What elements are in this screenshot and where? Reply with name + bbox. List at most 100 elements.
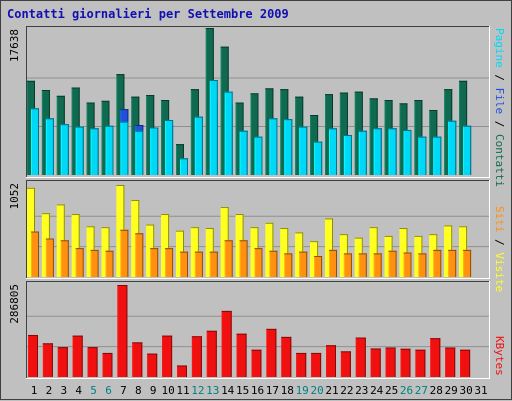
x-tick-label-22: 22 <box>340 384 353 397</box>
x-tick-label-17: 17 <box>266 384 279 397</box>
bar-siti-21 <box>329 249 337 277</box>
bar-siti-8 <box>135 233 144 277</box>
bar-pagine-24 <box>373 128 382 175</box>
bar-siti-18-body <box>284 253 293 277</box>
x-tick-label-26: 26 <box>400 384 413 397</box>
bar-siti-13 <box>209 251 218 277</box>
bar-siti-28-body <box>433 249 442 277</box>
bar-pagine-27-body <box>418 136 427 175</box>
bar-kbytes-22-body <box>340 351 351 377</box>
bar-kbytes-16 <box>251 349 262 377</box>
bar-siti-17 <box>269 250 278 277</box>
ymax-label-bottom: 286805 <box>8 284 21 324</box>
bar-siti-11 <box>180 251 188 277</box>
bar-kbytes-26 <box>400 348 411 377</box>
bar-siti-29 <box>448 249 457 277</box>
bar-pagine-18-body <box>284 119 293 175</box>
x-tick-label-13: 13 <box>206 384 219 397</box>
legend-top-part-1: / <box>493 68 506 88</box>
bar-siti-23-body <box>358 253 367 277</box>
bar-pagine-22 <box>343 134 352 175</box>
legend-middle: Siti / Visite <box>493 206 506 292</box>
bar-pagine-9-body <box>150 127 159 175</box>
bar-siti-10-body <box>165 248 174 277</box>
bar-pagine-7-body <box>120 121 129 175</box>
bar-pagine-11 <box>180 158 188 175</box>
bar-siti-4-body <box>75 248 84 277</box>
bar-siti-17-body <box>269 250 278 277</box>
bar-kbytes-26-body <box>400 348 411 377</box>
bar-kbytes-14 <box>221 310 232 377</box>
bar-visite-10-body <box>161 214 170 277</box>
bar-kbytes-23 <box>355 337 366 377</box>
bar-kbytes-9 <box>147 353 158 377</box>
legend-bottom: KBytes <box>493 336 506 376</box>
bar-pagine-17-body <box>269 118 278 175</box>
bar-kbytes-9-body <box>147 353 158 377</box>
bar-pagine-3 <box>60 124 69 175</box>
bar-kbytes-14-body <box>221 310 232 377</box>
bar-pagine-24-body <box>373 128 382 175</box>
x-tick-label-31: 31 <box>474 384 487 397</box>
bar-visite-4-body <box>71 214 80 277</box>
ymax-label-middle: 1052 <box>8 183 21 210</box>
x-tick-label-19: 19 <box>296 384 309 397</box>
legend-top-part-0: Pagine <box>493 28 506 68</box>
bar-pagine-30 <box>463 125 472 175</box>
x-tick-label-9: 9 <box>150 384 157 397</box>
bar-kbytes-20-body <box>311 352 322 377</box>
x-tick-label-1: 1 <box>31 384 38 397</box>
bar-pagine-25-body <box>388 128 397 175</box>
bar-kbytes-5-body <box>87 347 98 377</box>
bar-kbytes-6 <box>102 352 113 377</box>
bar-siti-2-body <box>45 238 54 277</box>
bar-pagine-30-body <box>463 125 472 175</box>
bar-pagine-15 <box>239 130 248 175</box>
bar-pagine-2 <box>45 118 54 175</box>
bar-visite-18-body <box>280 228 289 277</box>
bar-pagine-22-body <box>343 134 352 175</box>
bar-siti-7-body <box>120 229 129 277</box>
bar-siti-5-body <box>90 249 99 277</box>
bar-siti-19-body <box>299 251 308 277</box>
bar-pagine-29 <box>448 120 457 175</box>
bar-kbytes-18 <box>281 336 292 377</box>
x-tick-label-30: 30 <box>459 384 472 397</box>
bar-kbytes-2 <box>42 343 53 377</box>
bar-siti-27-body <box>418 253 427 277</box>
bar-kbytes-3-body <box>57 347 68 377</box>
bar-siti-26 <box>403 252 412 277</box>
bar-pagine-23-body <box>358 130 367 175</box>
bar-kbytes-11 <box>177 365 187 377</box>
bar-siti-4 <box>75 248 84 277</box>
bar-kbytes-30-body <box>460 349 471 377</box>
bar-siti-11-body <box>180 251 188 277</box>
bar-kbytes-3 <box>57 347 68 377</box>
bar-pagine-4 <box>75 126 84 175</box>
bar-pagine-1 <box>31 108 39 175</box>
bar-pagine-29-body <box>448 120 457 175</box>
bar-siti-5 <box>90 249 99 277</box>
bar-contatti-22-body <box>339 92 348 175</box>
bar-kbytes-19-body <box>296 352 307 377</box>
bar-kbytes-17-body <box>266 328 277 377</box>
bar-pagine-16 <box>254 136 263 175</box>
bar-siti-1 <box>31 231 39 277</box>
x-tick-label-18: 18 <box>281 384 294 397</box>
bar-pagine-8-body <box>135 130 144 175</box>
legend-middle-part-0: Siti <box>493 206 506 233</box>
x-tick-label-20: 20 <box>310 384 323 397</box>
bar-kbytes-7-body <box>117 285 128 377</box>
bar-kbytes-1 <box>28 334 38 377</box>
bar-kbytes-27-body <box>415 349 426 377</box>
bar-pagine-20-body <box>314 141 323 175</box>
bar-pagine-7 <box>120 121 129 175</box>
bar-kbytes-27 <box>415 349 426 377</box>
bar-pagine-19 <box>299 126 308 175</box>
bar-siti-3-body <box>60 240 69 277</box>
bar-kbytes-28-body <box>430 338 441 377</box>
bar-pagine-15-body <box>239 130 248 175</box>
bar-visite-24-body <box>369 227 378 277</box>
bar-kbytes-16-body <box>251 349 262 377</box>
bar-siti-12-body <box>194 251 203 277</box>
